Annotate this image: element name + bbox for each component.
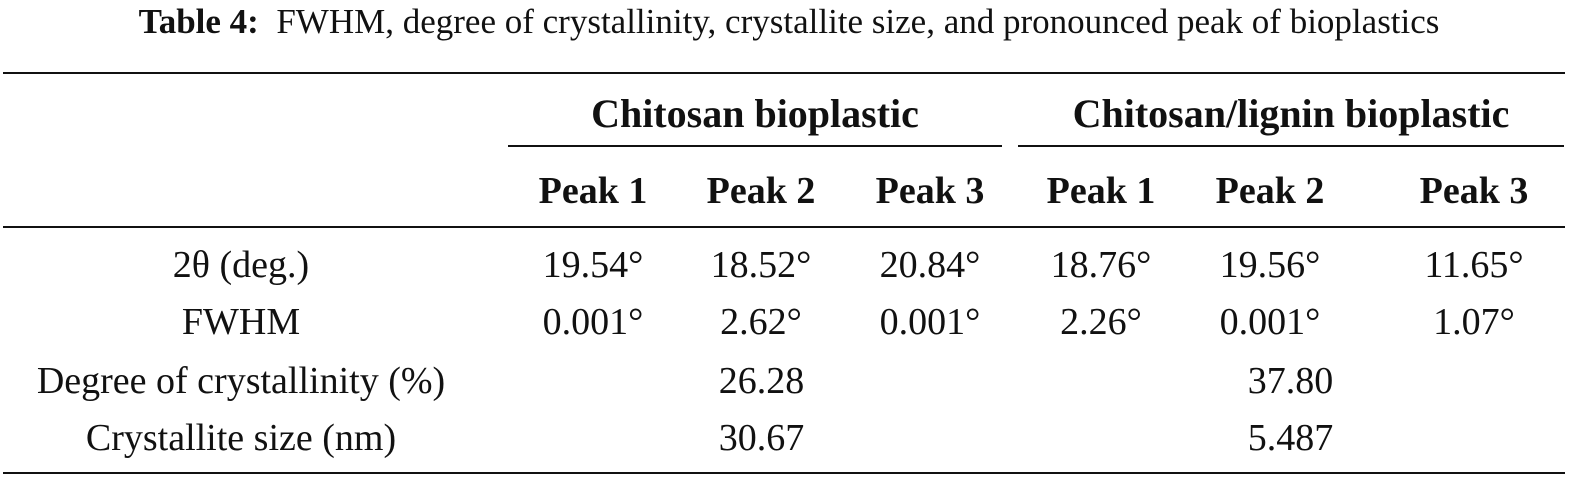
row-label-crystallinity: Degree of crystallinity (%)	[36, 360, 446, 402]
table-cell: 26.28	[718, 360, 805, 402]
table-cell: 19.56°	[1219, 244, 1321, 286]
table-caption-label: Table 4:	[138, 2, 259, 41]
table-cell: 0.001°	[879, 301, 981, 343]
row-label-crystallite-size: Crystallite size (nm)	[85, 417, 397, 459]
table-cell: 5.487	[1247, 417, 1334, 459]
table-cell: 18.52°	[710, 244, 812, 286]
column-header-peak: Peak 3	[875, 170, 985, 212]
row-label-two-theta: 2θ (deg.)	[172, 244, 310, 286]
table-cell: 1.07°	[1433, 301, 1515, 343]
table-cell: 2.26°	[1060, 301, 1142, 343]
group-header-chitosan-lignin: Chitosan/lignin bioplastic	[1072, 91, 1510, 136]
table-cell: 2.62°	[720, 301, 802, 343]
table-top-rule	[3, 72, 1565, 74]
table-caption-text: FWHM, degree of crystallinity, crystalli…	[276, 2, 1440, 41]
table-cell: 20.84°	[879, 244, 981, 286]
table-cell: 19.54°	[542, 244, 644, 286]
table-caption: Table 4: FWHM, degree of crystallinity, …	[0, 0, 1578, 56]
group-rule-chitosan	[508, 145, 1002, 147]
row-label-fwhm: FWHM	[181, 301, 301, 343]
table-cell: 18.76°	[1050, 244, 1152, 286]
group-header-chitosan: Chitosan bioplastic	[591, 91, 919, 136]
table-cell: 11.65°	[1424, 244, 1524, 286]
table-cell: 37.80	[1247, 360, 1334, 402]
table-cell: 0.001°	[542, 301, 644, 343]
table-bottom-rule	[3, 472, 1565, 474]
table-cell: 30.67	[718, 417, 805, 459]
column-header-peak: Peak 2	[1215, 170, 1325, 212]
column-header-peak: Peak 1	[1046, 170, 1156, 212]
table-cell: 0.001°	[1219, 301, 1321, 343]
table-header-rule	[3, 226, 1565, 228]
column-header-peak: Peak 1	[538, 170, 648, 212]
group-rule-chitosan-lignin	[1018, 145, 1564, 147]
column-header-peak: Peak 3	[1419, 170, 1529, 212]
column-header-peak: Peak 2	[706, 170, 816, 212]
